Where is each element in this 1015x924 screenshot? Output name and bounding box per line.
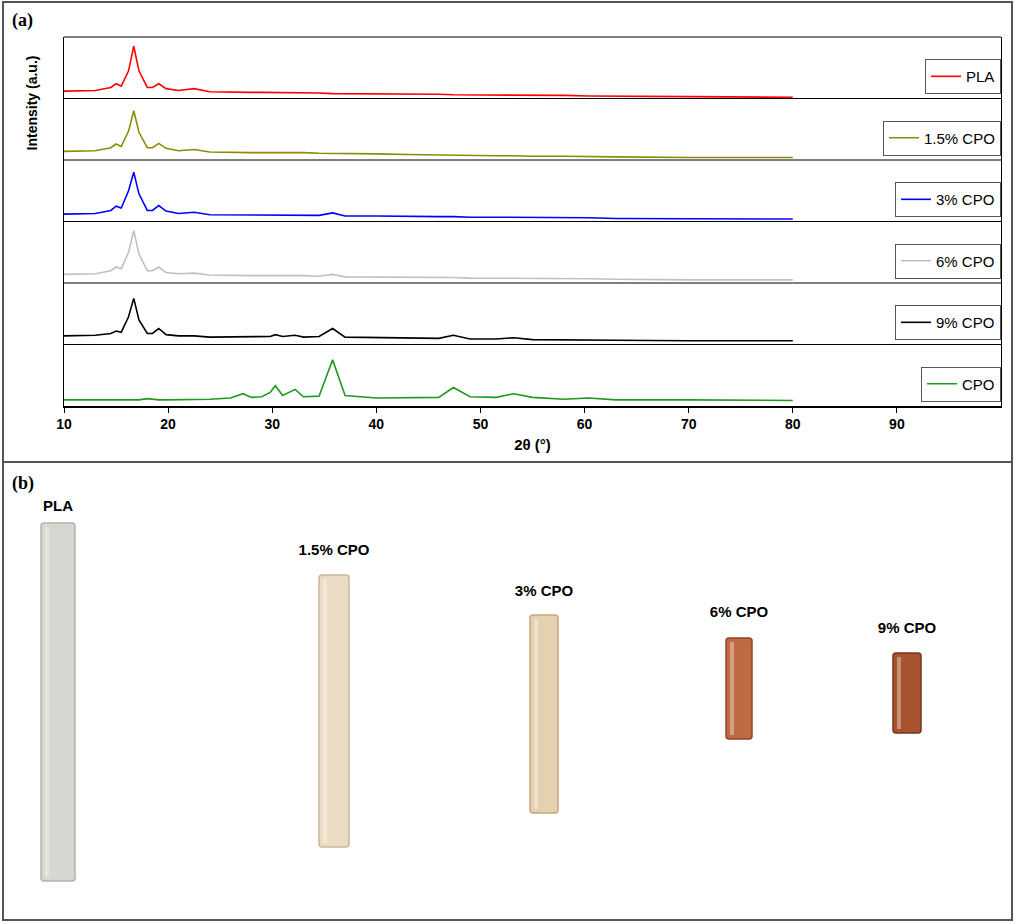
svg-text:90: 90 — [889, 416, 905, 432]
svg-text:80: 80 — [785, 416, 801, 432]
svg-text:9% CPO: 9% CPO — [878, 619, 937, 636]
svg-text:(b): (b) — [12, 473, 34, 494]
svg-text:3% CPO: 3% CPO — [936, 191, 994, 208]
svg-text:2θ (°): 2θ (°) — [514, 436, 551, 453]
svg-text:40: 40 — [369, 416, 385, 432]
svg-text:6% CPO: 6% CPO — [710, 603, 769, 620]
svg-text:PLA: PLA — [43, 497, 73, 514]
svg-text:10: 10 — [56, 416, 72, 432]
svg-text:70: 70 — [681, 416, 697, 432]
svg-text:1.5% CPO: 1.5% CPO — [924, 130, 995, 147]
svg-text:3% CPO: 3% CPO — [515, 582, 574, 599]
svg-text:Intensity (a.u.): Intensity (a.u.) — [24, 56, 40, 151]
svg-text:PLA: PLA — [966, 68, 994, 85]
svg-text:50: 50 — [473, 416, 489, 432]
svg-text:(a): (a) — [12, 10, 33, 31]
svg-text:30: 30 — [264, 416, 280, 432]
svg-text:20: 20 — [160, 416, 176, 432]
svg-text:CPO: CPO — [962, 376, 995, 393]
svg-text:60: 60 — [577, 416, 593, 432]
svg-text:1.5% CPO: 1.5% CPO — [299, 541, 370, 558]
svg-text:9% CPO: 9% CPO — [936, 314, 994, 331]
svg-text:6% CPO: 6% CPO — [936, 253, 994, 270]
